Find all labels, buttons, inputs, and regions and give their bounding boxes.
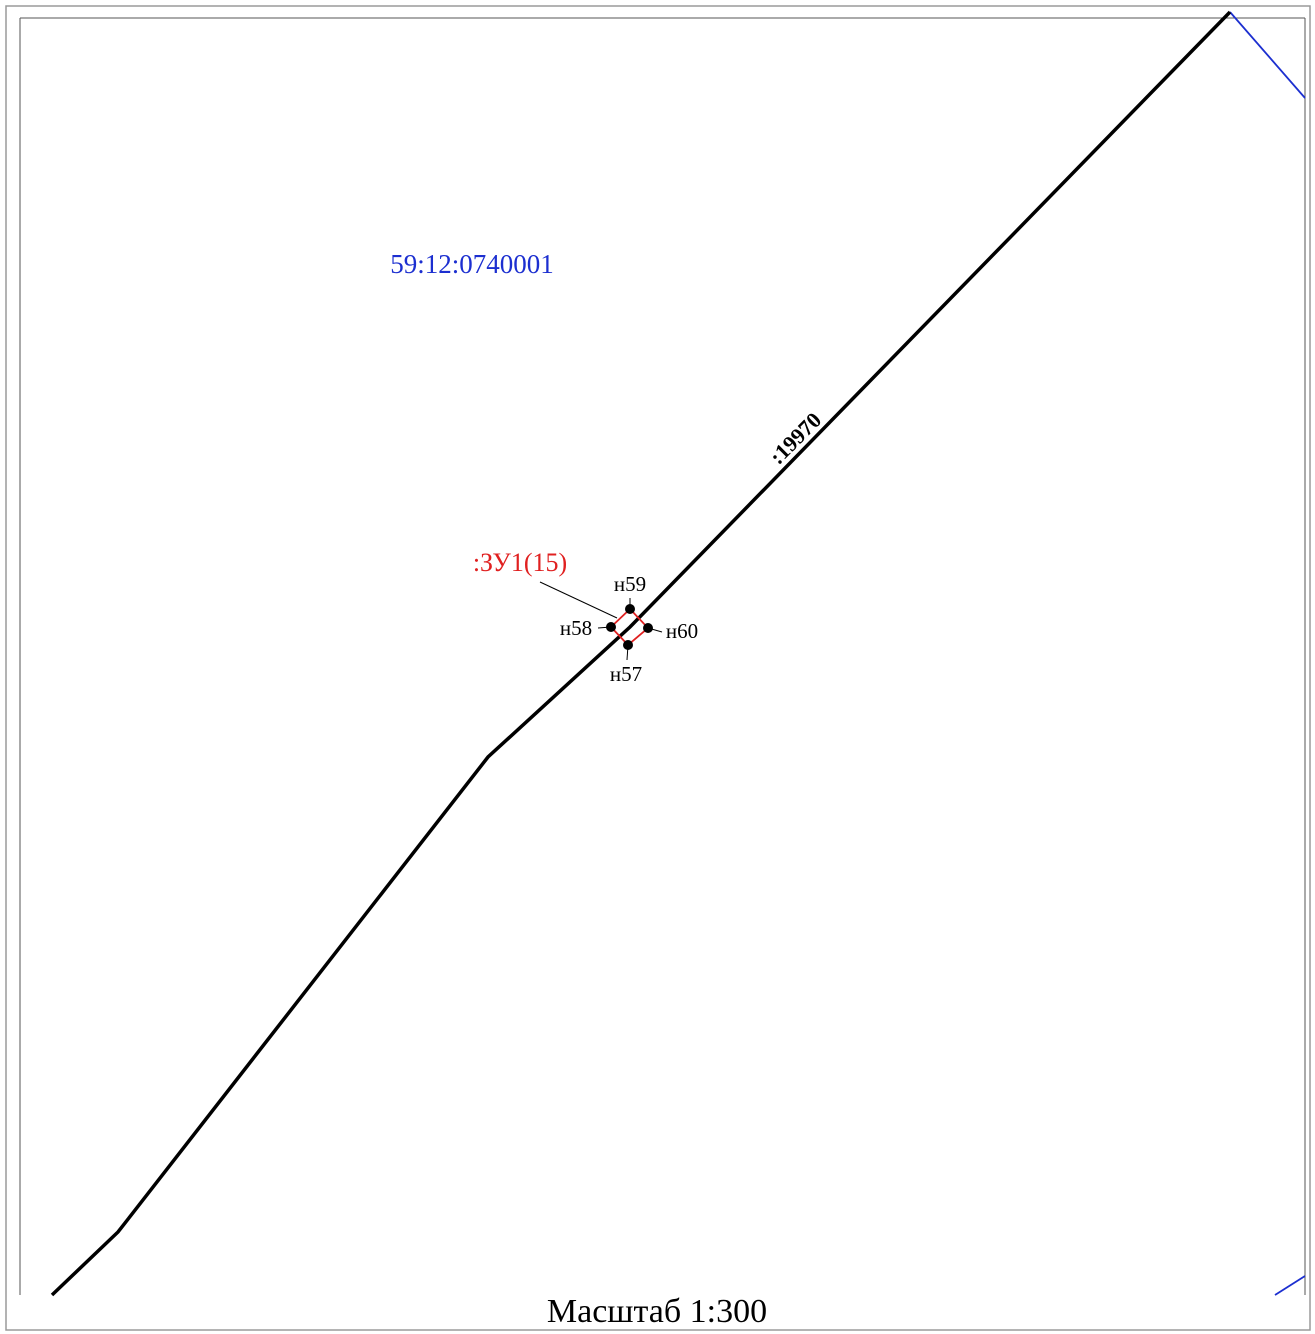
parcel-boundary [50, 10, 1232, 1297]
outer-frame [5, 5, 1311, 1331]
quarter-label: 59:12:0740001 [390, 249, 554, 279]
leader-line [539, 581, 618, 619]
point [606, 622, 616, 632]
point [623, 640, 633, 650]
boundary-blue [1229, 11, 1306, 99]
plot-label: :ЗУ1(15) [473, 548, 567, 577]
point-label: н60 [666, 619, 698, 643]
point-label: н59 [614, 572, 646, 596]
point-label: н57 [610, 662, 642, 686]
point [643, 623, 653, 633]
point-label: н58 [560, 616, 592, 640]
point [625, 604, 635, 614]
scale-label: Масштаб 1:300 [547, 1293, 767, 1330]
boundary-blue [1274, 1275, 1306, 1296]
